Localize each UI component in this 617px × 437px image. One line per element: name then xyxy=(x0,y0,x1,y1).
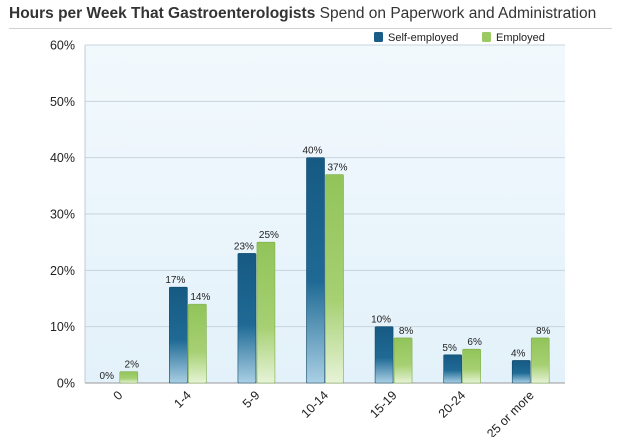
legend-label-employed: Employed xyxy=(496,32,545,44)
bar-employed xyxy=(462,348,481,384)
bars xyxy=(119,157,550,384)
data-labels: 0% 2% 17% 14% 23% 25% 40% 37% 10% 8% 5% 6% 4% 8% xyxy=(100,146,551,382)
data-label-self-employed: 17% xyxy=(165,275,185,286)
x-axis-tick-labels: 0 1-4 5-9 10-14 15-19 20-24 25 or more xyxy=(111,388,537,437)
bar-self-employed xyxy=(306,157,325,384)
chart-title: Hours per Week That Gastroenterologists … xyxy=(9,5,613,29)
bar-self-employed xyxy=(443,354,462,384)
y-tick-label: 50% xyxy=(50,95,75,109)
data-label-self-employed: 23% xyxy=(234,241,254,252)
x-tick-label: 1-4 xyxy=(171,388,194,411)
legend-label-self-employed: Self-employed xyxy=(388,32,458,44)
data-label-self-employed: 40% xyxy=(302,146,322,157)
bar-employed xyxy=(530,337,550,384)
chart-title-bold: Hours per Week That Gastroenterologists xyxy=(9,5,316,22)
y-axis-tick-labels: 0% 10% 20% 30% 40% 50% 60% xyxy=(50,39,75,391)
data-label-employed: 8% xyxy=(399,326,414,337)
y-tick-label: 10% xyxy=(50,320,75,334)
y-tick-label: 20% xyxy=(50,264,75,278)
y-tick-label: 60% xyxy=(50,39,75,53)
chart-title-rest: Spend on Paperwork and Administration xyxy=(315,5,597,22)
bar-self-employed xyxy=(374,326,394,384)
x-tick-label: 10-14 xyxy=(299,388,332,421)
y-tick-label: 30% xyxy=(50,208,75,222)
data-label-self-employed: 0% xyxy=(100,371,115,382)
legend-swatch-self-employed xyxy=(374,32,383,42)
bar-self-employed xyxy=(237,253,257,384)
y-tick-label: 40% xyxy=(50,151,75,165)
bar-employed xyxy=(325,174,344,384)
data-label-employed: 2% xyxy=(125,360,140,371)
x-tick-label: 5-9 xyxy=(240,388,263,411)
bar-employed xyxy=(256,241,276,384)
data-label-self-employed: 10% xyxy=(371,315,391,326)
bar-self-employed xyxy=(511,360,531,384)
data-label-employed: 14% xyxy=(190,292,210,303)
bar-employed xyxy=(393,337,413,384)
bar-employed xyxy=(188,303,207,384)
data-label-employed: 8% xyxy=(536,326,551,337)
x-tick-label: 15-19 xyxy=(367,388,400,421)
legend: Self-employed Employed xyxy=(374,32,545,44)
x-tick-label: 20-24 xyxy=(436,388,469,421)
bar-self-employed xyxy=(169,286,188,384)
title-divider xyxy=(9,28,612,29)
bar-employed xyxy=(119,371,139,384)
y-tick-label: 0% xyxy=(57,377,75,391)
x-tick-label: 0 xyxy=(111,388,126,403)
legend-swatch-employed xyxy=(482,32,491,42)
gridlines xyxy=(84,44,565,384)
data-label-employed: 6% xyxy=(467,337,482,348)
data-label-employed: 37% xyxy=(327,163,347,174)
data-label-self-employed: 5% xyxy=(442,343,457,354)
x-tick-label: 25 or more xyxy=(484,388,537,437)
data-label-employed: 25% xyxy=(259,230,279,241)
data-label-self-employed: 4% xyxy=(511,348,526,359)
